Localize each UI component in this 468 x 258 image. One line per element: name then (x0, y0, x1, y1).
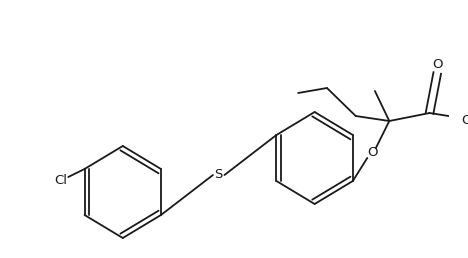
Text: O: O (461, 115, 468, 127)
Text: S: S (214, 168, 223, 181)
Text: Cl: Cl (54, 174, 67, 188)
Text: O: O (432, 59, 443, 71)
Text: O: O (367, 147, 377, 159)
